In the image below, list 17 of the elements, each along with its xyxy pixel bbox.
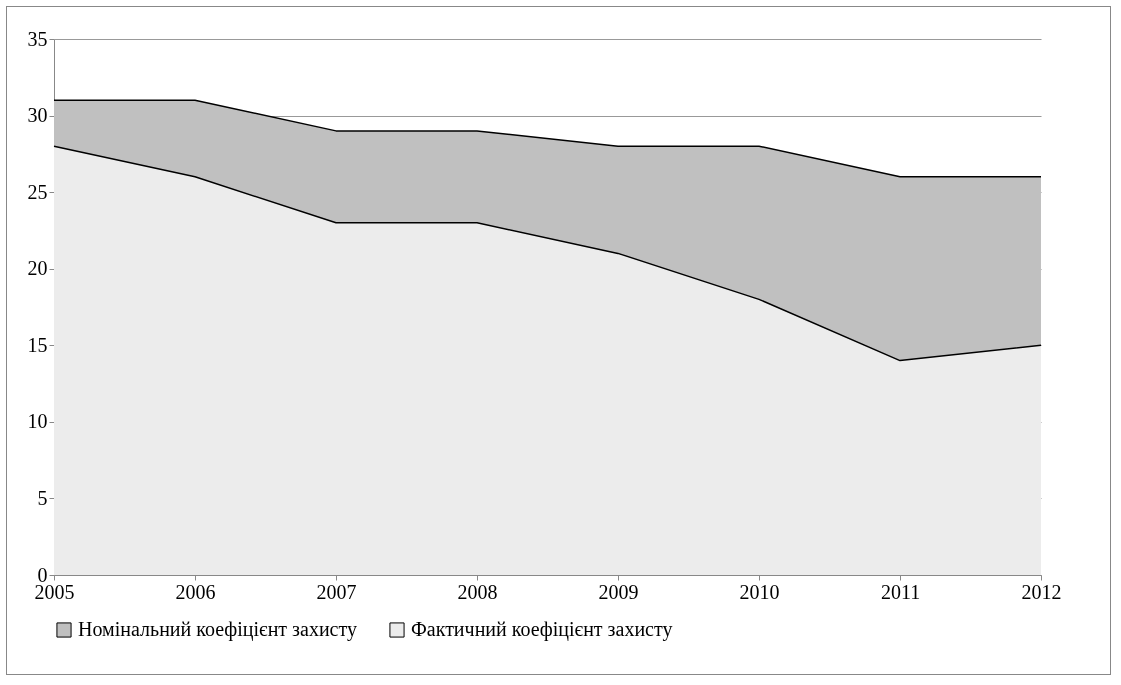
x-tick-label: 2012 — [1021, 580, 1062, 603]
x-tick-label: 2009 — [598, 580, 639, 603]
y-tick-label: 5 — [37, 486, 48, 509]
y-tick-label: 0 — [37, 563, 48, 586]
legend-label: Фактичний коефіцієнт захисту — [411, 618, 673, 641]
legend-label: Номінальний коефіцієнт захисту — [78, 618, 357, 641]
y-tick-label: 20 — [27, 257, 48, 280]
y-tick-label: 35 — [27, 27, 48, 50]
x-tick-label: 2010 — [739, 580, 780, 603]
y-tick-label: 25 — [27, 180, 48, 203]
y-tick-label: 15 — [27, 333, 48, 356]
x-tick-label: 2011 — [880, 580, 921, 603]
x-tick-label: 2008 — [457, 580, 498, 603]
y-tick-label: 10 — [27, 410, 48, 433]
x-tick-label: 2007 — [316, 580, 357, 603]
y-tick-label: 30 — [27, 104, 48, 127]
x-tick-label: 2006 — [175, 580, 216, 603]
